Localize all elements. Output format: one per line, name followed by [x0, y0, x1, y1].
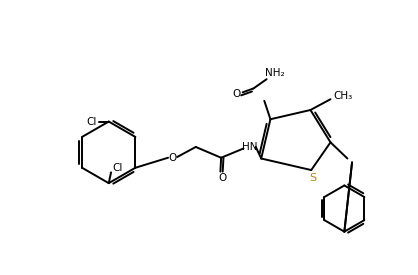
Text: CH₃: CH₃ — [333, 91, 352, 101]
Text: HN: HN — [242, 142, 257, 152]
Text: Cl: Cl — [112, 163, 122, 173]
Text: O: O — [168, 153, 177, 163]
Text: O: O — [232, 89, 241, 99]
Text: S: S — [309, 173, 316, 183]
Text: O: O — [219, 173, 227, 183]
Text: Cl: Cl — [87, 117, 97, 126]
Text: NH₂: NH₂ — [265, 68, 285, 78]
